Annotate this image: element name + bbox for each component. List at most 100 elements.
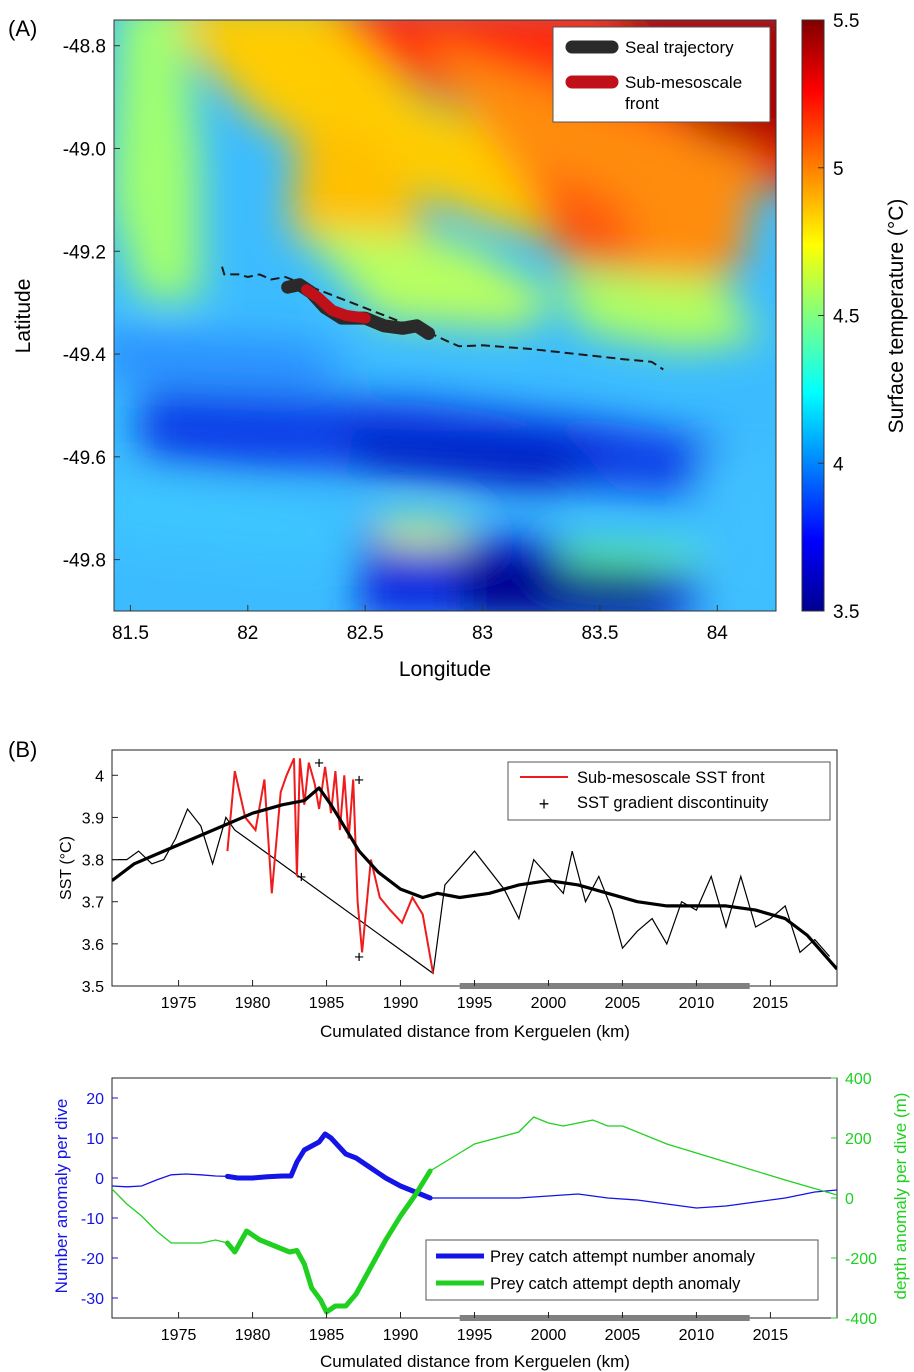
- prey-legend: Prey catch attempt number anomaly Prey c…: [425, 1239, 819, 1301]
- sst-x-tick-label: 1990: [383, 995, 419, 1012]
- map-y-tick-label: -48.8: [63, 37, 106, 58]
- sst-y-axis-label: SST (°C): [58, 836, 75, 900]
- panel-b-label: (B): [8, 737, 37, 762]
- number-anomaly-thick-line: [224, 1131, 433, 1201]
- colorbar-tick-label: 3.5: [833, 602, 859, 623]
- prey-x-tick-label: 1995: [457, 1327, 493, 1344]
- colorbar-tick-label: 4.5: [833, 307, 859, 328]
- map-tracks: [221, 266, 664, 371]
- prey-x-tick-label: 1990: [383, 1327, 419, 1344]
- sst-x-tick-label: 2005: [605, 995, 641, 1012]
- prey-x-tick-label: 2000: [531, 1327, 567, 1344]
- top-grey-bar: [459, 983, 750, 989]
- prey-x-tick-label: 2010: [679, 1327, 715, 1344]
- colorbar-label: Surface temperature (°C): [885, 199, 908, 434]
- prey-right-tick-label: 400: [845, 1071, 872, 1088]
- sst-y-tick-label: 3.5: [82, 979, 104, 996]
- raw-sst-line: [112, 807, 831, 975]
- sst-y-tick-label: 4: [95, 768, 104, 785]
- number-anomaly-line: [112, 1133, 837, 1209]
- map-frame: [113, 19, 777, 612]
- map-y-tick-label: -49.0: [63, 139, 106, 160]
- prey-x-axis-label: Cumulated distance from Kerguelen (km): [320, 1352, 630, 1371]
- map-legend: Seal trajectory Sub-mesoscale front: [552, 26, 771, 123]
- prey-axes: 1975 1980 1985 1990 1995 2000 2005 2010 2015-30-…: [81, 1071, 877, 1344]
- prey-grey-bar: [459, 1315, 750, 1321]
- prey-lines: [112, 1116, 837, 1315]
- sst-y-tick-label: 3.6: [82, 937, 104, 954]
- map-x-tick-label: 82: [237, 623, 258, 644]
- sst-x-tick-label: 1995: [457, 995, 493, 1012]
- sst-x-tick-label: 1985: [309, 995, 345, 1012]
- prey-x-tick-label: 2015: [753, 1327, 789, 1344]
- legend-seal-label: Seal trajectory: [625, 38, 734, 57]
- prey-x-tick-label: 1975: [161, 1327, 197, 1344]
- map-x-tick-label: 82.5: [347, 623, 384, 644]
- prey-left-tick-label: -10: [81, 1211, 104, 1228]
- prey-left-tick-label: 0: [95, 1171, 104, 1188]
- legend-discontinuity-label: SST gradient discontinuity: [577, 794, 769, 812]
- seal-trajectory-dashed: [221, 266, 664, 371]
- sst-x-tick-label: 2015: [753, 995, 789, 1012]
- colorbar-tick-label: 5: [833, 159, 844, 180]
- map-y-tick-label: -49.4: [63, 345, 107, 366]
- prey-left-tick-label: -20: [81, 1251, 104, 1268]
- map-y-tick-label: -49.6: [63, 448, 106, 469]
- prey-left-axis-label: Number anomaly per dive: [52, 1099, 71, 1294]
- legend-depth-label: Prey catch attempt depth anomaly: [490, 1275, 741, 1293]
- sst-x-tick-label: 2000: [531, 995, 567, 1012]
- sst-y-tick-label: 3.9: [82, 810, 104, 827]
- map-x-tick-label: 84: [707, 623, 729, 644]
- prey-right-tick-label: 200: [845, 1131, 872, 1148]
- map-y-tick-label: -49.8: [63, 551, 106, 572]
- sst-y-tick-label: 3.7: [82, 895, 104, 912]
- smoothed-sst-line: [112, 786, 837, 971]
- prey-right-axis-label: depth anomaly per dive (m): [891, 1093, 910, 1300]
- map-y-axis-label: Latitude: [12, 279, 35, 354]
- sst-grey-bar: [459, 983, 750, 989]
- depth-anomaly-thick-line: [224, 1168, 433, 1315]
- map-x-axis-label: Longitude: [399, 658, 491, 681]
- colorbar-tick-label: 5.5: [833, 11, 859, 32]
- sst-lines: + + + +: [112, 754, 837, 975]
- legend-front-label-line1: Sub-mesoscale: [625, 73, 742, 92]
- sub-mesoscale-front-path: [301, 284, 371, 324]
- sst-axes: 1975 1980 1985 1990 1995 2000 2005 2010 2015 3.5 3…: [82, 768, 789, 1012]
- legend-discontinuity-marker: +: [539, 794, 550, 814]
- prey-right-tick-label: -400: [845, 1311, 877, 1328]
- colorbar-ticks: 3.5 4 4.5 5 5.5: [818, 11, 859, 623]
- sst-front-line: [226, 757, 364, 953]
- prey-right-tick-label: 0: [845, 1191, 854, 1208]
- sst-heatmap: [114, 20, 776, 611]
- sst-x-tick-label: 2010: [679, 995, 715, 1012]
- legend-sst-front-label: Sub-mesoscale SST front: [577, 769, 765, 787]
- legend-number-label: Prey catch attempt number anomaly: [490, 1248, 756, 1266]
- prey-left-tick-label: -30: [81, 1291, 104, 1308]
- sst-legend: Sub-mesoscale SST front + SST gradient d…: [507, 761, 831, 821]
- discontinuity-marker: +: [296, 867, 306, 886]
- sst-front-line: [361, 859, 435, 974]
- discontinuity-marker: +: [354, 771, 364, 790]
- map-x-tick-label: 83: [472, 623, 493, 644]
- prey-left-tick-label: 10: [86, 1131, 104, 1148]
- map-y-tick-label: -49.2: [63, 242, 106, 263]
- map-x-tick-label: 81.5: [112, 623, 149, 644]
- bottom-grey-bar: [459, 1315, 750, 1321]
- prey-x-tick-label: 1980: [235, 1327, 271, 1344]
- sst-x-axis-label: Cumulated distance from Kerguelen (km): [320, 1022, 630, 1041]
- prey-right-tick-label: -200: [845, 1251, 877, 1268]
- panel-a-label: (A): [8, 16, 37, 41]
- prey-x-tick-label: 2005: [605, 1327, 641, 1344]
- discontinuity-marker: +: [314, 754, 324, 773]
- sst-x-tick-label: 1980: [235, 995, 271, 1012]
- colorbar-tick-label: 4: [833, 454, 844, 475]
- prey-x-tick-label: 1985: [309, 1327, 345, 1344]
- sst-x-tick-label: 1975: [161, 995, 197, 1012]
- map-axes: 81.5 82 82.5 83 83.5 84 -48.8 -49.0 -49.2 -49.4 -4…: [63, 37, 729, 644]
- sst-y-tick-label: 3.8: [82, 853, 104, 870]
- legend-front-label-line2: front: [625, 94, 659, 113]
- discontinuity-marker: +: [354, 948, 364, 967]
- prey-left-tick-label: 20: [86, 1091, 104, 1108]
- map-x-tick-label: 83.5: [581, 623, 618, 644]
